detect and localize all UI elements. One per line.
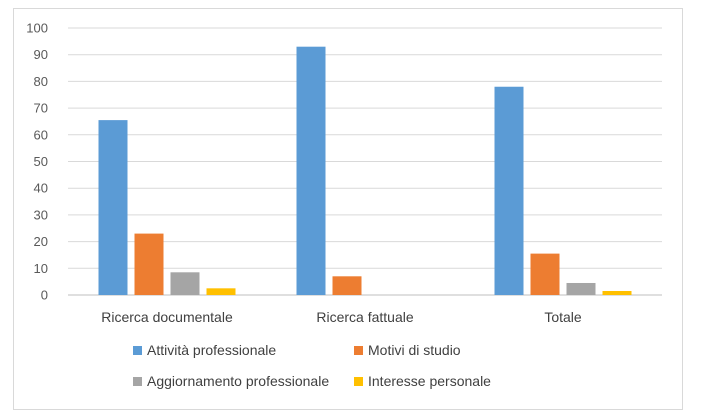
y-tick-label: 40 [34,181,48,196]
y-tick-label: 90 [34,47,48,62]
bar [206,288,236,295]
y-tick-label: 30 [34,207,48,222]
legend-swatch [354,377,363,386]
bar [566,282,596,295]
bar [98,120,128,296]
y-tick-label: 70 [34,101,48,116]
y-tick-label: 10 [34,261,48,276]
legend: Attività professionale Motivi di studio Ag… [133,342,491,389]
y-tick-label: 20 [34,234,48,249]
bar [530,253,560,295]
legend-label: Motivi di studio [368,342,461,358]
y-tick-label: 0 [41,288,48,303]
bars [98,46,632,296]
y-tick-label: 50 [34,154,48,169]
grid-lines [68,27,662,296]
legend-label: Aggiornamento professionale [147,373,329,389]
bar [332,276,362,295]
x-category-label: Ricerca fattuale [316,309,413,325]
legend-swatch [354,346,363,355]
legend-swatch [133,377,142,386]
legend-label: Interesse personale [368,373,491,389]
bar [170,272,200,295]
x-axis-labels: Ricerca documentale Ricerca fattuale Total… [101,309,582,325]
legend-label: Attività professionale [147,342,276,358]
y-axis-ticks: 0 10 20 30 40 50 60 70 80 90 100 [26,21,48,303]
bar [134,233,164,295]
y-tick-label: 100 [26,21,48,36]
y-tick-label: 60 [34,127,48,142]
bar [296,46,326,295]
y-tick-label: 80 [34,74,48,89]
x-category-label: Totale [544,309,582,325]
x-category-label: Ricerca documentale [101,309,233,325]
bar [494,86,524,296]
legend-swatch [133,346,142,355]
bar [602,290,632,295]
